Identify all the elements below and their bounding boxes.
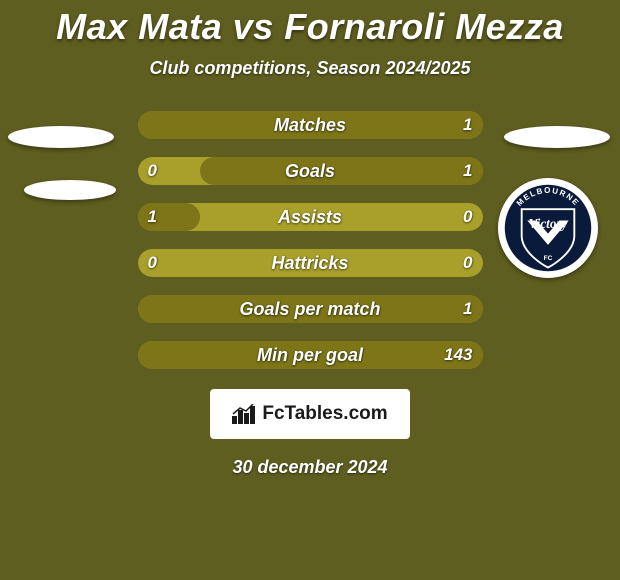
- stat-row: Goals01: [138, 157, 483, 185]
- svg-text:FC: FC: [544, 255, 553, 262]
- stat-row-track: [138, 249, 483, 277]
- club-badge-svg: MELBOURNE Victory FC: [501, 181, 595, 275]
- stat-row-fill: [138, 341, 483, 369]
- page-title: Max Mata vs Fornaroli Mezza: [56, 6, 564, 48]
- right-ellipse: [504, 126, 610, 148]
- date-label: 30 december 2024: [232, 457, 387, 478]
- branding-badge: FcTables.com: [210, 389, 410, 439]
- stat-row-fill: [138, 203, 200, 231]
- content-root: Max Mata vs Fornaroli Mezza Club competi…: [0, 0, 620, 580]
- stat-row: Min per goal143: [138, 341, 483, 369]
- stat-row: Hattricks00: [138, 249, 483, 277]
- stat-row: Goals per match1: [138, 295, 483, 323]
- stat-row-fill: [200, 157, 483, 185]
- club-badge: MELBOURNE Victory FC: [498, 178, 598, 278]
- branding-text: FcTables.com: [262, 403, 387, 425]
- left-ellipse-0: [8, 126, 114, 148]
- stat-row: Assists10: [138, 203, 483, 231]
- left-ellipse-1: [24, 180, 116, 200]
- stat-row-fill: [138, 111, 483, 139]
- bars-icon: [232, 404, 256, 424]
- stat-row-fill: [138, 295, 483, 323]
- stat-row: Matches1: [138, 111, 483, 139]
- page-subtitle: Club competitions, Season 2024/2025: [149, 58, 470, 79]
- svg-text:Victory: Victory: [529, 216, 568, 231]
